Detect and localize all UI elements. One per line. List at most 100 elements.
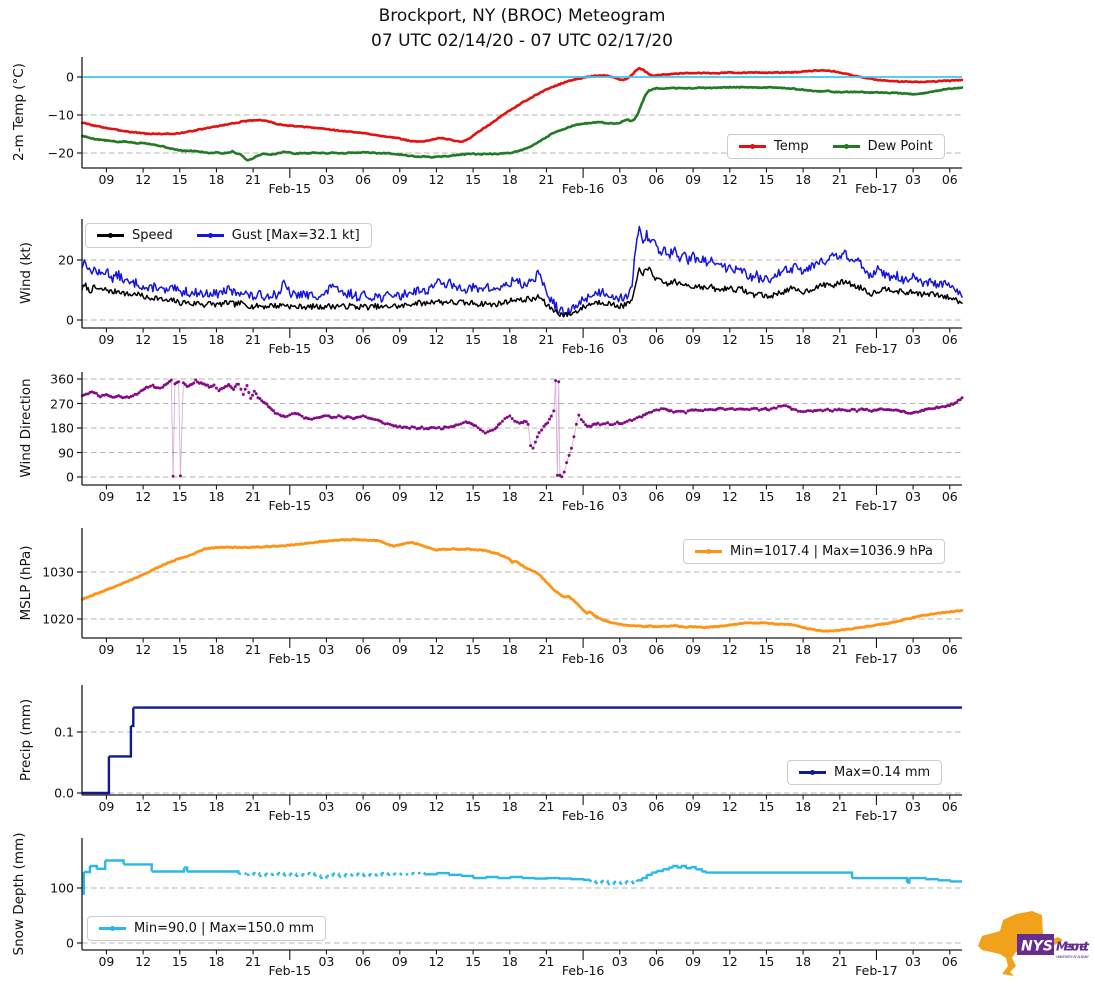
x-tick-label: 15 [465, 799, 482, 814]
scatter-dot [513, 419, 517, 423]
x-tick-label: 15 [758, 954, 775, 969]
x-date-tick-label: Feb-16 [561, 181, 605, 196]
scatter-dot [346, 415, 350, 419]
series-Temp [81, 66, 964, 143]
scatter-dot [567, 453, 571, 457]
scatter-dot [645, 412, 649, 415]
x-tick-label: 21 [245, 332, 262, 347]
ylabel-precip: Precip (mm) [18, 698, 34, 782]
x-tick-label: 18 [501, 954, 518, 969]
scatter-dot [852, 408, 856, 411]
x-date-tick-label: Feb-15 [268, 808, 312, 823]
scatter-dot [476, 426, 480, 430]
scatter-dot [796, 409, 800, 413]
page-subtitle: 07 UTC 02/14/20 - 07 UTC 02/17/20 [371, 31, 673, 51]
legend-label: Temp [774, 139, 809, 154]
legend-label: Min=1017.4 | Max=1036.9 hPa [730, 544, 933, 559]
scatter-dot [662, 407, 666, 411]
scatter-dot [554, 379, 558, 383]
scatter-dot [581, 420, 585, 424]
scatter-dot [432, 426, 436, 430]
x-date-tick-label: Feb-15 [268, 341, 312, 356]
x-tick-label: 18 [208, 799, 225, 814]
scatter-dot [635, 416, 639, 420]
scatter-dot [676, 409, 680, 413]
legend-line-swatch [739, 143, 766, 150]
scatter-dot [733, 408, 737, 412]
x-tick-label: 15 [758, 642, 775, 657]
scatter-dot [826, 407, 830, 411]
legend-line-swatch [97, 232, 124, 239]
x-tick-label: 21 [831, 489, 848, 504]
legend-entry: Temp [739, 139, 809, 154]
scatter-dot [560, 475, 564, 479]
scatter-dot [610, 423, 614, 427]
scatter-dot [784, 404, 788, 408]
scatter-dot [955, 400, 958, 404]
x-tick-label: 18 [501, 489, 518, 504]
scatter-dot [422, 427, 426, 431]
x-tick-label: 03 [905, 642, 922, 657]
x-tick-label: 21 [245, 642, 262, 657]
x-tick-label: 21 [538, 642, 555, 657]
scatter-dot [312, 416, 316, 420]
scatter-dot [752, 406, 756, 410]
legend-label: Speed [132, 228, 173, 243]
scatter-dot [816, 408, 820, 412]
scatter-dot [181, 381, 185, 385]
scatter-dot [960, 396, 964, 400]
x-tick-label: 09 [685, 642, 702, 657]
series-Gust [81, 225, 963, 316]
scatter-dot [801, 410, 805, 414]
scatter-dot [674, 410, 678, 413]
x-date-tick-label: Feb-16 [561, 651, 605, 666]
scatter-dot [405, 426, 409, 429]
scatter-dot [552, 409, 556, 413]
scatter-dot [630, 419, 634, 422]
x-tick-label: 06 [355, 954, 372, 969]
scatter-dot [486, 430, 490, 434]
nys-mesonet-logo: NYS Mesonet UNIVERSITY AT ALBANY [978, 911, 1090, 976]
x-tick-label: 21 [538, 954, 555, 969]
x-tick-label: 03 [318, 332, 335, 347]
scatter-dot [865, 407, 869, 411]
scatter-dot [398, 424, 402, 428]
scatter-dot [821, 409, 825, 413]
scatter-dot [310, 417, 314, 421]
scatter-dot [206, 383, 209, 387]
y-tick-label: 0 [66, 935, 74, 951]
scatter-dot [557, 380, 561, 384]
x-tick-label: 03 [611, 489, 628, 504]
scatter-dot [804, 409, 808, 413]
x-tick-label: 21 [245, 954, 262, 969]
series-Precip [82, 706, 962, 795]
scatter-dot [652, 409, 656, 412]
scatter-dot [938, 405, 942, 409]
x-tick-label: 18 [795, 642, 812, 657]
scatter-dot [647, 411, 651, 414]
x-tick-label: 09 [685, 954, 702, 969]
scatter-dot [315, 416, 319, 420]
scatter-dot [657, 408, 661, 412]
x-tick-label: 03 [318, 799, 335, 814]
x-tick-label: 09 [391, 954, 408, 969]
scatter-dot [598, 423, 602, 427]
scatter-dot [290, 412, 294, 416]
panel-4 [77, 685, 962, 805]
logo-subtitle-text: UNIVERSITY AT ALBANY [1056, 955, 1090, 959]
x-tick-label: 15 [171, 332, 188, 347]
x-tick-label: 06 [648, 489, 665, 504]
scatter-dot [914, 410, 918, 414]
x-tick-label: 09 [391, 489, 408, 504]
legend-label: Gust [Max=32.1 kt] [231, 228, 360, 243]
x-tick-label: 09 [391, 172, 408, 187]
x-tick-label: 06 [355, 489, 372, 504]
scatter-dot [774, 406, 778, 410]
scatter-dot [730, 407, 734, 410]
x-tick-label: 18 [501, 172, 518, 187]
scatter-dot [779, 404, 783, 408]
x-tick-label: 12 [428, 954, 445, 969]
x-tick-label: 18 [208, 642, 225, 657]
scatter-dot [158, 386, 162, 390]
legend-line-swatch [695, 548, 722, 555]
